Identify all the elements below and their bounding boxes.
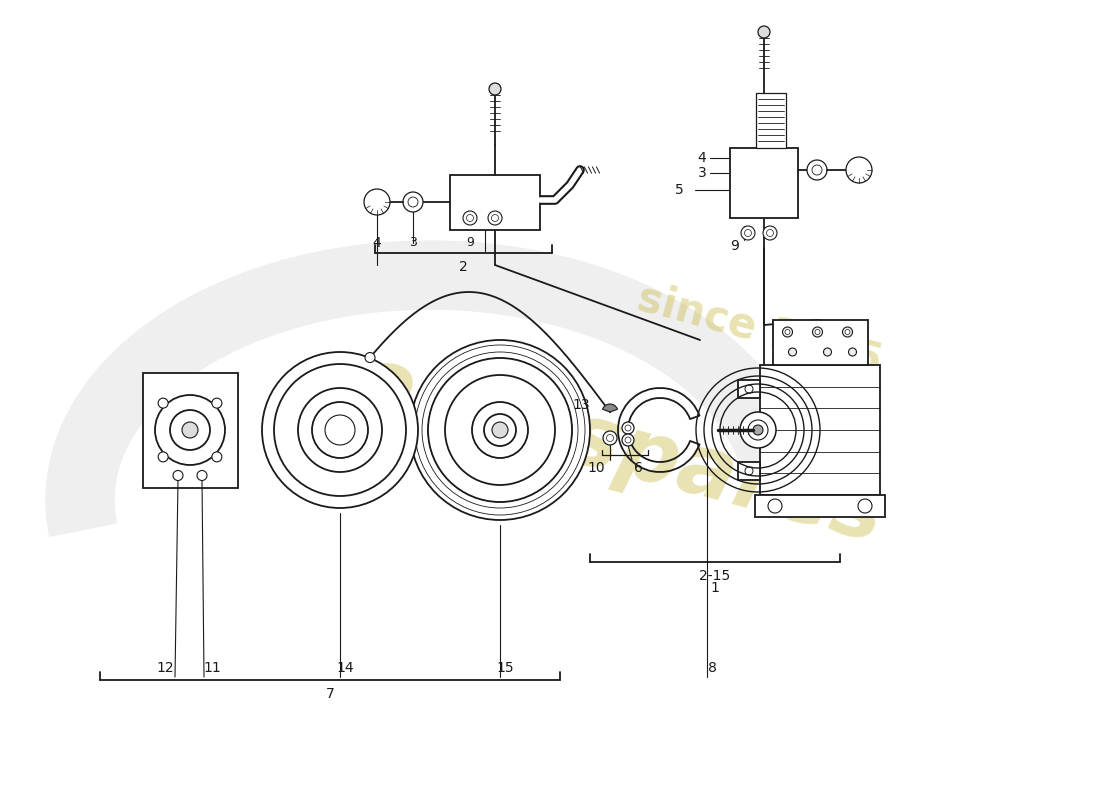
Circle shape (748, 420, 768, 440)
Circle shape (492, 422, 508, 438)
Circle shape (158, 398, 168, 408)
Circle shape (621, 422, 634, 434)
Circle shape (815, 330, 820, 334)
Circle shape (758, 26, 770, 38)
Text: 11: 11 (204, 661, 221, 675)
Circle shape (484, 414, 516, 446)
Circle shape (843, 327, 852, 337)
Circle shape (767, 230, 773, 237)
Circle shape (298, 388, 382, 472)
Circle shape (741, 226, 755, 240)
Bar (738, 462, 760, 480)
Text: 8: 8 (707, 661, 716, 675)
Circle shape (158, 452, 168, 462)
Circle shape (155, 395, 226, 465)
Circle shape (763, 226, 777, 240)
Text: 5: 5 (675, 183, 684, 197)
Bar (756, 93, 786, 148)
Text: 2: 2 (459, 260, 468, 274)
Circle shape (312, 402, 368, 458)
Circle shape (621, 434, 634, 446)
Circle shape (603, 431, 617, 445)
Circle shape (212, 452, 222, 462)
Bar (730, 148, 798, 218)
Circle shape (428, 358, 572, 502)
Circle shape (492, 214, 498, 222)
Bar (772, 320, 868, 365)
Circle shape (745, 467, 754, 475)
Circle shape (446, 375, 556, 485)
Circle shape (785, 330, 790, 334)
Text: 13: 13 (572, 398, 590, 412)
Circle shape (466, 214, 473, 222)
Text: 15: 15 (496, 661, 514, 675)
Circle shape (740, 412, 776, 448)
Circle shape (768, 499, 782, 513)
Circle shape (625, 425, 631, 431)
Circle shape (813, 327, 823, 337)
Bar (760, 365, 880, 495)
Circle shape (410, 340, 590, 520)
Circle shape (173, 470, 183, 481)
Bar (738, 380, 760, 398)
Circle shape (606, 434, 614, 442)
Text: 1: 1 (711, 581, 719, 595)
Circle shape (262, 352, 418, 508)
Circle shape (364, 189, 390, 215)
Circle shape (365, 353, 375, 362)
Circle shape (812, 165, 822, 175)
Bar (143, 373, 238, 487)
Text: 9: 9 (466, 237, 474, 250)
Bar (450, 175, 540, 230)
Circle shape (782, 327, 792, 337)
Text: 10: 10 (587, 461, 605, 475)
Circle shape (408, 197, 418, 207)
Text: 12: 12 (156, 661, 174, 675)
Wedge shape (603, 404, 617, 412)
Circle shape (824, 348, 832, 356)
Circle shape (403, 192, 424, 212)
Circle shape (472, 402, 528, 458)
Text: 14: 14 (337, 661, 354, 675)
Circle shape (274, 364, 406, 496)
Circle shape (846, 157, 872, 183)
Circle shape (745, 230, 751, 237)
Circle shape (463, 211, 477, 225)
Circle shape (845, 330, 850, 334)
Text: 7: 7 (326, 687, 334, 701)
Text: 4: 4 (697, 151, 706, 165)
Circle shape (858, 499, 872, 513)
Circle shape (754, 425, 763, 435)
Text: 3: 3 (409, 237, 417, 250)
Text: eurospares: eurospares (346, 339, 893, 561)
Text: since 1985: since 1985 (632, 277, 887, 383)
Circle shape (745, 385, 754, 393)
Circle shape (182, 422, 198, 438)
Text: 4: 4 (373, 236, 382, 250)
Bar (755, 495, 886, 517)
Circle shape (807, 160, 827, 180)
Circle shape (488, 211, 502, 225)
Circle shape (197, 470, 207, 481)
Text: 6: 6 (634, 461, 642, 475)
Circle shape (789, 348, 796, 356)
Text: 3: 3 (697, 166, 706, 180)
Text: 2-15: 2-15 (700, 569, 730, 583)
Circle shape (490, 83, 500, 95)
Circle shape (324, 415, 355, 445)
Circle shape (170, 410, 210, 450)
Circle shape (848, 348, 857, 356)
Circle shape (212, 398, 222, 408)
Text: 9: 9 (730, 239, 739, 253)
Circle shape (625, 437, 631, 443)
